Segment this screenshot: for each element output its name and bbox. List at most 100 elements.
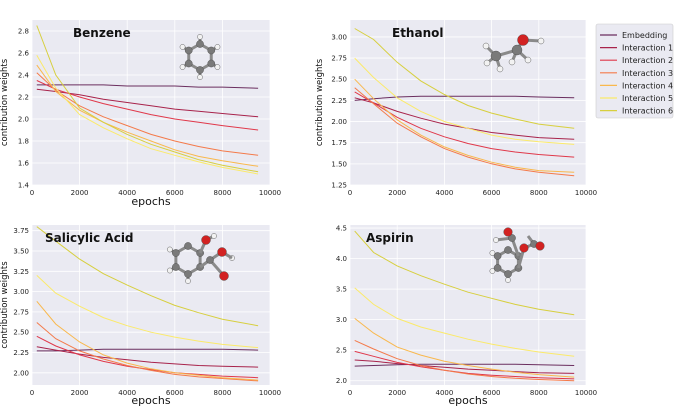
y-tick-label: 2.25: [13, 349, 29, 357]
x-tick-label: 10000: [575, 389, 597, 397]
y-tick-label: 2.25: [331, 97, 347, 105]
y-tick-label: 2.0: [336, 377, 347, 385]
y-tick-label: 1.4: [18, 182, 30, 190]
series-line-interaction-4: [354, 318, 575, 378]
y-tick-label: 2.50: [331, 76, 347, 84]
y-tick-label: 2.50: [13, 329, 29, 337]
y-tick-label: 1.75: [331, 139, 347, 147]
x-tick-label: 2000: [71, 189, 89, 197]
series-line-interaction-5: [36, 54, 259, 175]
atom: [524, 56, 532, 64]
atom: [537, 37, 545, 45]
series-line-interaction-6: [354, 28, 575, 129]
atom: [519, 243, 529, 253]
series-line-interaction-3: [354, 87, 575, 177]
x-tick-label: 6000: [483, 389, 501, 397]
series-line-interaction-5: [354, 287, 575, 357]
legend-label: Interaction 3: [622, 69, 673, 78]
panel-title: Salicylic Acid: [45, 231, 134, 245]
legend: Embedding Interaction 1 Interaction 2 Inter…: [595, 23, 674, 119]
atom: [482, 42, 490, 50]
panel-aspirin: 0 2000 4000 6000 8000 10000 2.0 2.5 3.0 3.5 4.0 4.5…: [336, 225, 597, 407]
y-tick-label: 2.00: [331, 118, 347, 126]
legend-label: Interaction 4: [622, 81, 673, 90]
x-tick-label: 0: [30, 389, 34, 397]
y-tick-label: 1.25: [331, 182, 347, 190]
legend-label: Interaction 6: [622, 107, 673, 116]
x-tick-label: 8000: [530, 389, 548, 397]
series-line-interaction-5: [354, 57, 575, 145]
atom: [167, 246, 173, 253]
x-tick-label: 2000: [388, 189, 406, 197]
x-tick-label: 4000: [118, 389, 136, 397]
series-line-interaction-1: [36, 346, 259, 368]
y-tick-label: 2.4: [18, 72, 30, 80]
x-tick-label: 4000: [118, 189, 136, 197]
atom: [483, 59, 491, 67]
x-tick-label: 0: [348, 389, 352, 397]
series-line-interaction-2: [354, 91, 575, 158]
x-axis-label: epochs: [131, 195, 170, 208]
atom: [504, 246, 512, 254]
legend-label: Embedding: [622, 31, 667, 40]
x-axis-label: epochs: [448, 394, 487, 407]
legend-label: Interaction 2: [622, 56, 673, 65]
atom: [535, 241, 545, 251]
panel-ethanol: 0 2000 4000 6000 8000 10000 1.25 1.50 1.75 2.00 2.…: [315, 20, 597, 197]
y-tick-label: 1.50: [331, 160, 347, 168]
series-line-embedding: [354, 363, 575, 367]
series-line-interaction-6: [354, 230, 575, 316]
legend-label: Interaction 1: [622, 44, 673, 53]
y-axis-label: contribution weights: [0, 58, 10, 146]
benzene-molecule-image: [179, 34, 221, 80]
atom: [490, 50, 502, 62]
panel-title: Ethanol: [392, 26, 443, 40]
y-tick-label: 2.00: [13, 369, 29, 377]
series-line-interaction-4: [36, 300, 259, 381]
x-tick-label: 8000: [530, 189, 548, 197]
atom: [211, 233, 217, 239]
series-line-embedding: [354, 95, 575, 101]
atom: [496, 65, 504, 73]
x-tick-label: 6000: [166, 189, 184, 197]
y-tick-label: 3.00: [13, 288, 29, 296]
y-tick-label: 2.2: [18, 94, 29, 102]
series-line-interaction-1: [354, 97, 575, 140]
atom: [503, 227, 513, 237]
y-tick-label: 2.75: [13, 308, 29, 316]
legend-label: Interaction 5: [622, 94, 673, 103]
x-tick-label: 10000: [259, 189, 281, 197]
series-line-embedding: [36, 84, 259, 89]
series-line-interaction-3: [36, 72, 259, 156]
ethanol-molecule-image: [482, 34, 545, 73]
atom: [217, 247, 227, 257]
atom: [206, 256, 214, 264]
x-tick-label: 4000: [435, 189, 453, 197]
y-tick-label: 3.5: [336, 286, 347, 294]
atom: [493, 237, 499, 243]
y-tick-label: 2.5: [336, 347, 347, 355]
plot-area: [350, 225, 586, 385]
x-tick-label: 6000: [166, 389, 184, 397]
x-tick-label: 0: [348, 189, 352, 197]
panel-title: Benzene: [73, 26, 131, 40]
y-tick-label: 4.0: [336, 255, 347, 263]
atom: [179, 44, 186, 50]
plot-area: [32, 20, 270, 185]
plot-area: [350, 20, 586, 185]
y-tick-label: 1.8: [18, 138, 29, 146]
atom: [511, 44, 523, 56]
y-tick-label: 2.0: [18, 116, 29, 124]
atom: [505, 277, 511, 283]
atom: [184, 59, 193, 68]
atom: [504, 270, 512, 278]
series-line-interaction-5: [36, 275, 259, 349]
atom: [201, 235, 211, 245]
atom: [184, 46, 193, 55]
y-axis-label: contribution weights: [0, 261, 10, 349]
atom: [508, 58, 516, 66]
atom: [179, 64, 186, 70]
series-line-interaction-3: [354, 339, 575, 382]
y-tick-label: 1.6: [18, 160, 30, 168]
atom: [219, 271, 229, 281]
